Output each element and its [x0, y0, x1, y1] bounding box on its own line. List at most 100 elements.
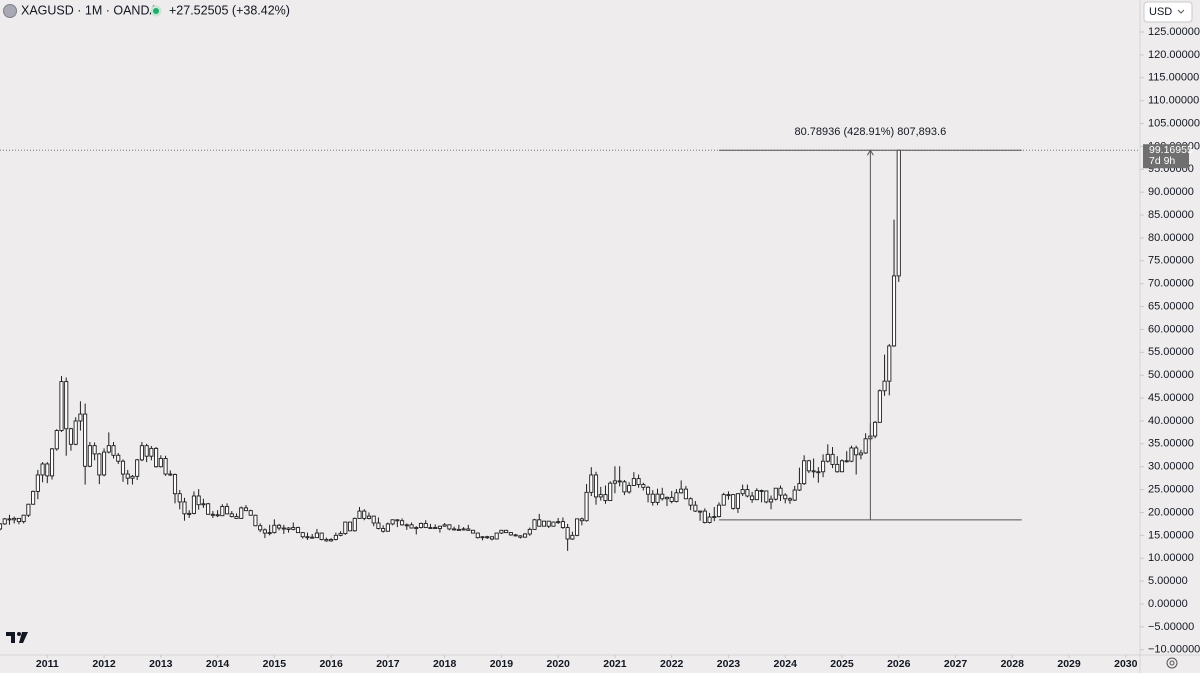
x-tick-label: 2029 [1057, 658, 1081, 670]
candle-body [395, 519, 400, 522]
candle-body [783, 494, 788, 500]
y-tick-label: 90.00000 [1148, 186, 1194, 198]
y-tick-label: 10.00000 [1148, 552, 1194, 564]
candle-body [64, 381, 69, 430]
x-tick-label: 2020 [546, 658, 570, 670]
candle-body [863, 438, 868, 454]
candle-body [78, 413, 83, 422]
candle-body [821, 460, 826, 473]
candle-body [669, 496, 674, 502]
candle-body [792, 489, 797, 501]
candle-body [839, 460, 845, 473]
candle-body [707, 516, 712, 523]
candle-body [291, 527, 296, 530]
candle-body [844, 460, 849, 463]
candle-body [300, 532, 305, 538]
candle-body [854, 447, 859, 456]
candle-body [154, 447, 159, 468]
x-tick-label: 2024 [774, 658, 798, 670]
candle-body [338, 533, 343, 536]
settings-icon[interactable] [1166, 657, 1178, 669]
candle-body [811, 470, 816, 473]
candle-body [731, 494, 736, 509]
candle-body [400, 520, 405, 526]
candle-body [570, 534, 575, 540]
candle-body [54, 430, 59, 450]
candle-body [277, 524, 282, 529]
y-tick-label: 35.00000 [1148, 438, 1194, 450]
candle-body [182, 501, 187, 515]
candle-body [239, 507, 244, 519]
candle-body [650, 493, 655, 503]
candle-body [825, 453, 830, 462]
x-tick-label: 2026 [887, 658, 911, 670]
x-tick-label: 2028 [1001, 658, 1025, 670]
candle-body [376, 522, 381, 529]
candle-body [612, 480, 617, 484]
candle-body [447, 524, 452, 530]
candle-body [778, 487, 783, 496]
candle-body [243, 507, 249, 512]
candle-body [636, 478, 641, 486]
candle-body [513, 534, 518, 537]
candle-body [206, 503, 211, 515]
currency-button[interactable] [1143, 1, 1193, 23]
x-tick-label: 2030 [1114, 658, 1138, 670]
y-tick-label: 85.00000 [1148, 209, 1194, 221]
candle-body [735, 493, 740, 509]
candle-body [887, 345, 892, 382]
candle-body [281, 527, 286, 530]
candle-body [608, 482, 613, 502]
candle-body [546, 520, 551, 527]
candle-body [423, 523, 428, 529]
candle-body [537, 519, 542, 527]
candle-body [745, 489, 750, 497]
candle-body [272, 524, 277, 534]
candle-body [390, 519, 395, 525]
currency-caret [1177, 9, 1185, 14]
candle-body [26, 503, 31, 516]
candle-body [187, 512, 192, 515]
candle-body [589, 474, 594, 493]
candle-body [116, 454, 121, 462]
candle-body [135, 459, 140, 477]
candle-body [120, 460, 126, 475]
candle-body [674, 492, 679, 502]
candle-body [130, 475, 135, 479]
y-tick-label: 25.00000 [1148, 483, 1194, 495]
candle-body [362, 510, 367, 519]
candle-body [575, 518, 580, 536]
candle-body [248, 510, 253, 516]
symbol-title[interactable]: XAGUSD · 1M · OANDA [21, 3, 158, 17]
candle-body [712, 516, 717, 519]
candle-body [768, 498, 774, 503]
candle-body [593, 474, 599, 498]
candle-body [830, 453, 835, 465]
candle-body [645, 486, 651, 495]
candle-body [480, 536, 485, 539]
candle-body [721, 494, 726, 506]
candle-body [172, 474, 178, 495]
candle-body [45, 463, 50, 477]
y-tick-label: 50.00000 [1148, 369, 1194, 381]
candle-body [409, 524, 414, 529]
candle-body [381, 528, 386, 532]
candle-body [849, 447, 854, 462]
candle-body [556, 521, 561, 524]
candle-body [97, 453, 102, 476]
candle-body [201, 503, 206, 506]
y-tick-label: 70.00000 [1148, 278, 1194, 290]
countdown-label: 7d 9h [1149, 155, 1175, 167]
candle-body [655, 493, 660, 503]
candle-body [7, 518, 12, 521]
y-tick-label: 20.00000 [1148, 506, 1194, 518]
x-tick-label: 2014 [206, 658, 230, 670]
x-tick-label: 2013 [149, 658, 173, 670]
candle-body [40, 463, 45, 476]
candle-body [333, 534, 338, 540]
candle-body [541, 520, 547, 527]
candle-body [806, 460, 811, 472]
y-tick-label: 110.00000 [1148, 95, 1199, 107]
candle-body [787, 498, 793, 501]
